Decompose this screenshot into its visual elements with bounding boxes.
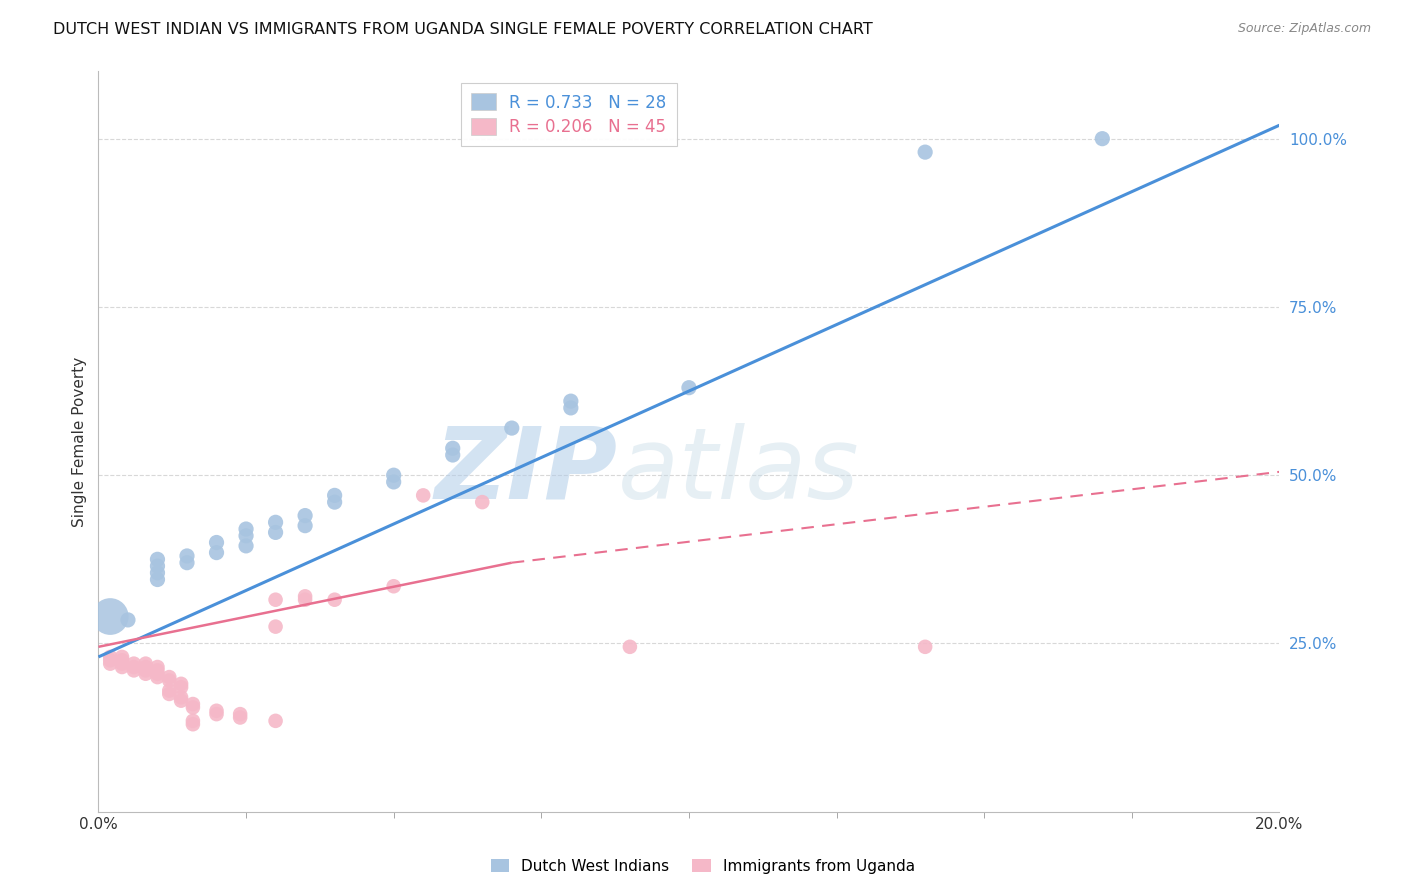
Text: Source: ZipAtlas.com: Source: ZipAtlas.com bbox=[1237, 22, 1371, 36]
Point bbox=[264, 714, 287, 728]
Point bbox=[135, 664, 157, 678]
Point bbox=[170, 680, 193, 694]
Point bbox=[264, 525, 287, 540]
Point bbox=[98, 609, 121, 624]
Point bbox=[323, 592, 346, 607]
Point bbox=[111, 649, 134, 664]
Point bbox=[146, 559, 169, 574]
Text: atlas: atlas bbox=[619, 423, 859, 520]
Point bbox=[382, 579, 405, 593]
Point bbox=[501, 421, 523, 435]
Text: ZIP: ZIP bbox=[434, 423, 619, 520]
Point bbox=[560, 394, 582, 409]
Legend: Dutch West Indians, Immigrants from Uganda: Dutch West Indians, Immigrants from Ugan… bbox=[485, 853, 921, 880]
Point bbox=[146, 552, 169, 566]
Point bbox=[294, 518, 316, 533]
Point bbox=[914, 640, 936, 654]
Point bbox=[205, 707, 228, 722]
Point bbox=[441, 448, 464, 462]
Point bbox=[98, 653, 121, 667]
Point bbox=[181, 697, 204, 711]
Point bbox=[264, 619, 287, 633]
Point bbox=[181, 717, 204, 731]
Point bbox=[471, 495, 494, 509]
Point bbox=[135, 660, 157, 674]
Point bbox=[323, 495, 346, 509]
Point bbox=[412, 488, 434, 502]
Point bbox=[294, 590, 316, 604]
Point bbox=[235, 529, 257, 543]
Point bbox=[135, 657, 157, 671]
Point bbox=[294, 508, 316, 523]
Point bbox=[170, 690, 193, 705]
Point bbox=[205, 704, 228, 718]
Point bbox=[1091, 131, 1114, 145]
Point bbox=[157, 673, 180, 688]
Point bbox=[560, 401, 582, 415]
Point bbox=[229, 707, 252, 722]
Point bbox=[181, 714, 204, 728]
Point bbox=[181, 700, 204, 714]
Point bbox=[146, 660, 169, 674]
Point bbox=[205, 546, 228, 560]
Point bbox=[146, 664, 169, 678]
Point bbox=[176, 556, 198, 570]
Point bbox=[146, 670, 169, 684]
Point bbox=[382, 468, 405, 483]
Point bbox=[382, 475, 405, 489]
Point bbox=[294, 592, 316, 607]
Point bbox=[235, 522, 257, 536]
Point bbox=[111, 660, 134, 674]
Point bbox=[170, 677, 193, 691]
Text: DUTCH WEST INDIAN VS IMMIGRANTS FROM UGANDA SINGLE FEMALE POVERTY CORRELATION CH: DUTCH WEST INDIAN VS IMMIGRANTS FROM UGA… bbox=[53, 22, 873, 37]
Point bbox=[135, 666, 157, 681]
Point bbox=[323, 488, 346, 502]
Point bbox=[111, 657, 134, 671]
Point bbox=[117, 613, 139, 627]
Point bbox=[678, 381, 700, 395]
Point bbox=[98, 657, 121, 671]
Point bbox=[205, 535, 228, 549]
Point bbox=[157, 670, 180, 684]
Point bbox=[146, 566, 169, 580]
Point bbox=[98, 649, 121, 664]
Legend: R = 0.733   N = 28, R = 0.206   N = 45: R = 0.733 N = 28, R = 0.206 N = 45 bbox=[461, 83, 676, 146]
Point bbox=[176, 549, 198, 563]
Point bbox=[146, 666, 169, 681]
Point bbox=[914, 145, 936, 160]
Point bbox=[170, 694, 193, 708]
Point bbox=[264, 592, 287, 607]
Point bbox=[264, 516, 287, 530]
Point bbox=[441, 442, 464, 456]
Point bbox=[146, 573, 169, 587]
Point bbox=[157, 687, 180, 701]
Point bbox=[235, 539, 257, 553]
Point bbox=[122, 660, 145, 674]
Point bbox=[157, 683, 180, 698]
Point bbox=[111, 653, 134, 667]
Point bbox=[122, 657, 145, 671]
Point bbox=[122, 664, 145, 678]
Point bbox=[619, 640, 641, 654]
Y-axis label: Single Female Poverty: Single Female Poverty bbox=[72, 357, 87, 526]
Point bbox=[229, 710, 252, 724]
